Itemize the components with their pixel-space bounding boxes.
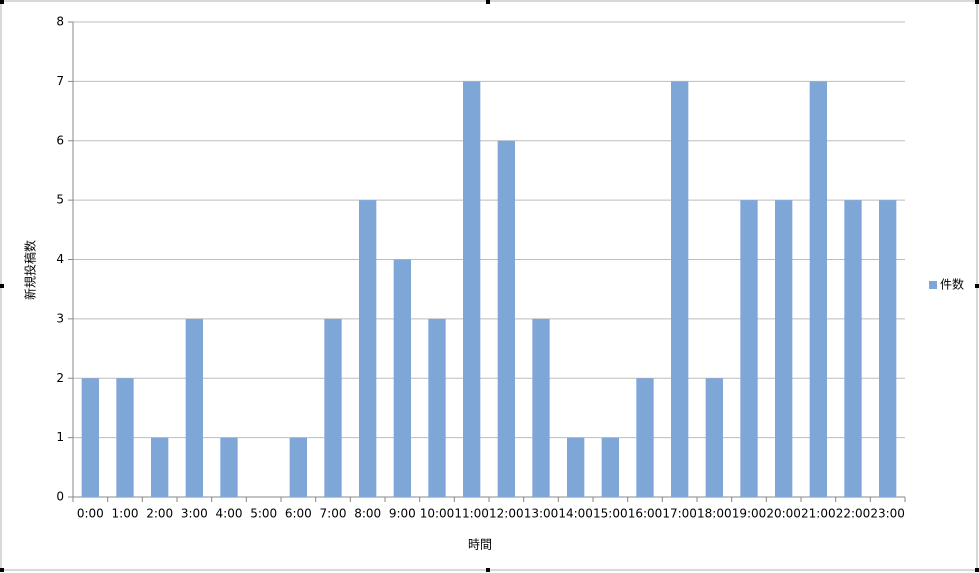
y-tick-label: 2 [56,371,64,385]
x-tick-label: 14:00 [558,507,593,521]
bar [740,200,758,497]
y-tick-label: 6 [56,133,64,147]
bar [220,437,238,497]
x-tick-label: 23:00 [870,507,905,521]
x-tick-label: 0:00 [77,507,104,521]
bar [463,81,481,497]
x-axis-title: 時間 [468,538,492,552]
bar [359,200,377,497]
bar [601,437,619,497]
bar [705,378,723,497]
bar [497,140,515,497]
bar [393,259,411,497]
bar [879,200,897,497]
x-tick-label: 4:00 [216,507,243,521]
x-tick-label: 7:00 [320,507,347,521]
x-tick-label: 18:00 [697,507,732,521]
legend-swatch [929,281,937,289]
bar [185,318,203,497]
x-tick-label: 21:00 [801,507,836,521]
x-tick-label: 10:00 [420,507,455,521]
x-tick-label: 13:00 [524,507,559,521]
bar [636,378,654,497]
legend-label: 件数 [940,277,964,292]
x-tick-label: 12:00 [489,507,524,521]
bar [844,200,862,497]
x-tick-label: 8:00 [354,507,381,521]
bar [428,318,446,497]
bar [289,437,307,497]
x-tick-label: 15:00 [593,507,628,521]
bar [567,437,585,497]
x-tick-label: 3:00 [181,507,208,521]
x-tick-label: 16:00 [628,507,663,521]
y-tick-label: 3 [56,311,64,325]
x-tick-label: 11:00 [454,507,489,521]
x-tick-label: 9:00 [389,507,416,521]
x-tick-label: 1:00 [112,507,139,521]
y-tick-label: 7 [56,74,64,88]
bar [775,200,793,497]
y-tick-label: 8 [56,15,64,29]
bar [151,437,169,497]
x-tick-label: 22:00 [836,507,871,521]
y-tick-label: 1 [56,430,64,444]
y-tick-label: 5 [56,193,64,207]
bar [324,318,342,497]
y-tick-label: 0 [56,490,64,504]
bar [532,318,550,497]
x-tick-label: 17:00 [662,507,697,521]
y-axis-title: 新規投稿数 [23,240,38,300]
x-tick-label: 20:00 [766,507,801,521]
bar [809,81,827,497]
bar [671,81,689,497]
x-tick-label: 6:00 [285,507,312,521]
bar [116,378,134,497]
x-tick-label: 5:00 [250,507,277,521]
x-tick-label: 19:00 [732,507,767,521]
y-tick-label: 4 [56,252,64,266]
x-tick-label: 2:00 [146,507,173,521]
bar [81,378,99,497]
